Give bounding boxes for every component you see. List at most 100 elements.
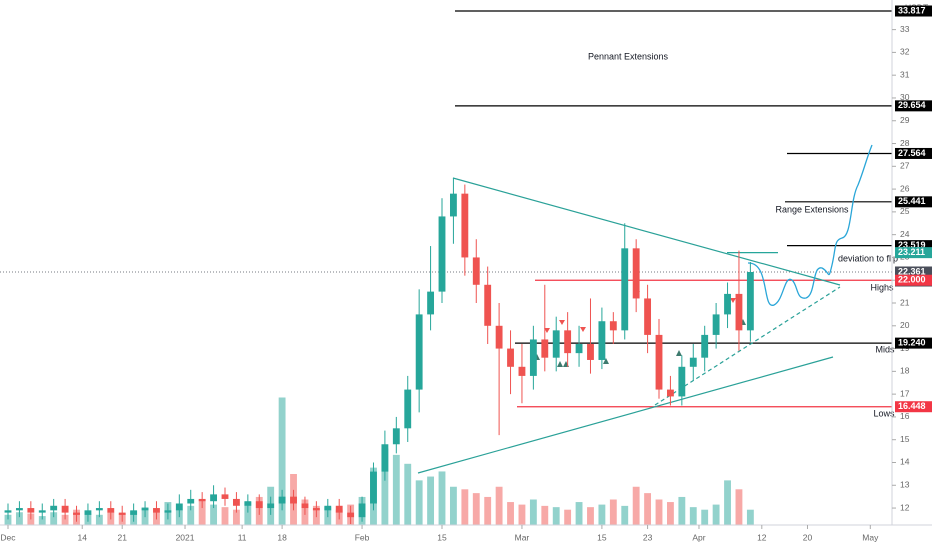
volume-bar (484, 496, 492, 525)
volume-bar (210, 504, 218, 525)
level-label: 22.361 (898, 266, 926, 276)
x-tick-label: Dec (0, 532, 16, 542)
candle-body (381, 444, 389, 472)
candle-body (95, 508, 103, 511)
volume-bar (187, 505, 195, 525)
candle-body (712, 314, 720, 335)
candle-body (347, 512, 355, 518)
x-tick-label: 14 (77, 532, 87, 542)
annotation: deviation to flip (838, 253, 898, 263)
candle-body (495, 325, 503, 349)
volume-bar (175, 509, 183, 525)
volume-bar (621, 505, 629, 525)
pennant-lower (417, 356, 834, 474)
level-label: 22.000 (898, 275, 926, 285)
volume-bar (724, 480, 731, 525)
candle-body (529, 339, 537, 376)
candle-body (667, 389, 674, 397)
candle-body (598, 321, 606, 360)
y-tick-label: 15 (900, 434, 910, 444)
level-label: 25.441 (898, 196, 926, 206)
pennant-upper (452, 177, 841, 286)
dashed-support (654, 286, 841, 406)
y-tick-label: 31 (900, 69, 910, 79)
candle-body (198, 498, 206, 502)
candle-body (564, 330, 572, 354)
candle-body (130, 510, 138, 515)
x-tick-label: May (862, 532, 879, 542)
annotation: Lows (873, 408, 895, 418)
volume-bar (667, 502, 674, 525)
y-tick-label: 16 (900, 411, 910, 421)
y-tick-label: 29 (900, 115, 910, 125)
volume-bar (552, 507, 560, 525)
candle-body (427, 291, 435, 315)
candle-body (370, 471, 377, 504)
candle-body (644, 298, 652, 335)
x-tick-label: 15 (437, 532, 447, 542)
volume-bar (518, 504, 526, 525)
volume-bar (461, 489, 469, 525)
volume-bar (427, 476, 435, 525)
candle-body (4, 510, 12, 513)
volume-bar (244, 502, 252, 525)
candle-body (175, 503, 183, 511)
candle-body (221, 494, 229, 499)
y-tick-label: 20 (900, 320, 910, 330)
volume-bar (735, 489, 743, 525)
sell-marker (580, 327, 586, 332)
axes-layer: 1213141516171819202122232425262728293031… (0, 5, 932, 542)
level-label: 19.240 (898, 337, 926, 347)
buy-marker (557, 361, 563, 367)
x-tick-label: Mar (515, 532, 530, 542)
x-tick-label: 20 (803, 532, 813, 542)
volume-bar (598, 504, 606, 525)
y-tick-label: 12 (900, 502, 910, 512)
y-tick-label: 21 (900, 297, 910, 307)
annotation: Range Extensions (775, 204, 849, 214)
candle-body (552, 330, 560, 358)
volume-bar (50, 512, 58, 525)
y-tick-label: 13 (900, 480, 910, 490)
y-tick-label: 18 (900, 366, 910, 376)
candle-body (518, 366, 526, 376)
candle-body (689, 357, 697, 367)
volume-bar (587, 507, 594, 525)
volume-bar (507, 502, 514, 525)
volume-bar (221, 507, 229, 525)
level-label: 23.519 (898, 240, 926, 250)
sell-marker (559, 320, 565, 325)
volume-bar (392, 454, 400, 525)
candle-body (335, 505, 343, 513)
candle-body (575, 344, 583, 354)
volume-bar (381, 448, 389, 525)
candles-layer (4, 177, 754, 524)
candle-body (678, 366, 686, 397)
volume-bar (38, 516, 46, 525)
x-tick-label: 23 (643, 532, 653, 542)
candle-body (312, 508, 320, 511)
annotation: Pennant Extensions (588, 51, 669, 61)
annotation: Highs (870, 282, 894, 292)
drawings (417, 144, 873, 474)
candle-body (746, 272, 754, 331)
volume-bar (278, 397, 286, 525)
y-tick-label: 27 (900, 161, 910, 171)
candle-body (735, 293, 743, 331)
x-tick-label: 11 (238, 532, 247, 542)
volume-bar (472, 493, 480, 525)
volume-bar (198, 499, 206, 525)
volume-bar (632, 486, 640, 525)
y-tick-label: 17 (900, 388, 910, 398)
level-box (895, 274, 932, 286)
x-tick-label: Apr (692, 532, 705, 542)
level-box (895, 100, 932, 112)
buy-marker (603, 358, 609, 364)
volume-bar (575, 502, 583, 525)
candle-body (61, 505, 69, 513)
candle-body (290, 496, 297, 504)
x-tick-label: 21 (117, 532, 127, 542)
buy-marker (676, 350, 682, 356)
y-tick-label: 33 (900, 24, 910, 34)
